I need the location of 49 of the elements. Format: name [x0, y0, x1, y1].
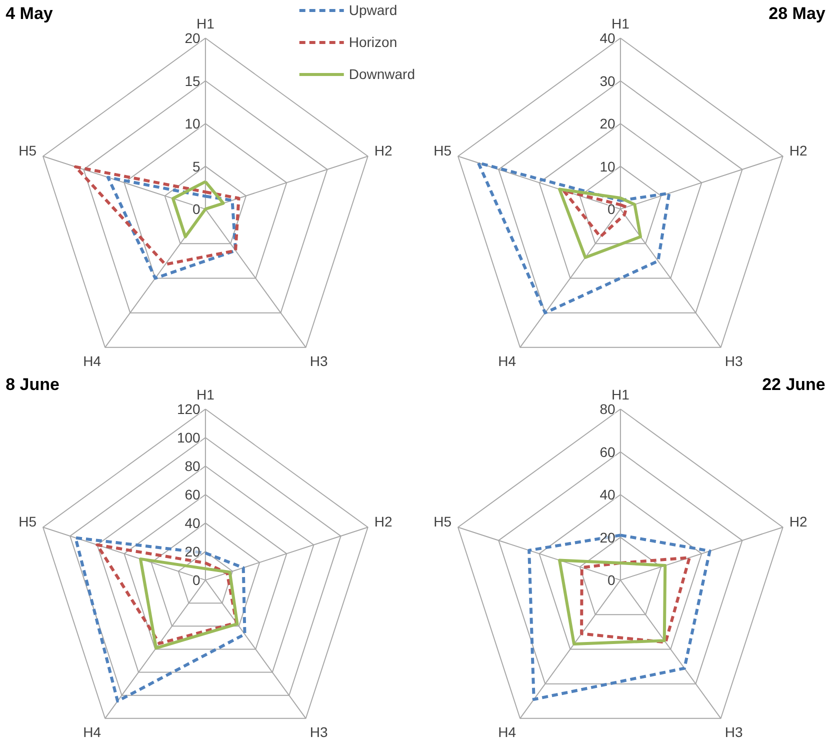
y-tick-label: 15 [184, 72, 201, 89]
spoke-label: H4 [498, 352, 516, 369]
y-tick-label: 0 [192, 572, 201, 588]
spoke-label: H2 [374, 514, 392, 530]
y-tick-label: 120 [176, 401, 201, 418]
y-tick-label: 80 [600, 401, 616, 418]
y-tick-label: 20 [600, 529, 616, 546]
spoke-label: H2 [789, 514, 808, 530]
legend-label: Downward [348, 66, 415, 82]
spoke-label: H4 [498, 724, 516, 740]
y-tick-label: 100 [176, 430, 201, 446]
chart-title: 8 June [6, 374, 60, 394]
spoke-label: H3 [310, 724, 328, 740]
y-tick-label: 0 [192, 201, 201, 218]
y-tick-label: 20 [184, 30, 201, 46]
spoke-label: H4 [83, 352, 102, 369]
spoke-label: H1 [196, 15, 215, 32]
spoke-label: H5 [18, 514, 37, 530]
spoke-label: H3 [724, 352, 743, 369]
y-tick-label: 40 [600, 486, 616, 503]
spoke-label: H3 [724, 724, 743, 740]
chart-title: 28 May [768, 4, 826, 23]
y-tick-label: 60 [184, 486, 201, 503]
spoke-label: H1 [611, 15, 630, 32]
spoke-label: H1 [611, 386, 630, 402]
y-tick-label: 20 [600, 116, 616, 132]
chart-title: 22 June [762, 374, 826, 394]
spoke-label: H5 [434, 142, 452, 159]
y-tick-label: 40 [600, 30, 616, 46]
y-tick-label: 10 [184, 116, 201, 132]
y-tick-label: 30 [600, 72, 616, 89]
legend-label: Upward [348, 2, 398, 18]
spoke-label: H1 [196, 386, 215, 402]
y-tick-label: 5 [192, 158, 201, 174]
y-tick-label: 80 [184, 458, 201, 474]
spoke-label: H2 [789, 142, 808, 159]
y-tick-label: 0 [608, 572, 616, 588]
spoke-label: H3 [310, 352, 328, 369]
spoke-label: H2 [374, 142, 392, 159]
y-tick-label: 40 [184, 515, 201, 532]
y-tick-label: 20 [184, 544, 201, 560]
spoke-label: H4 [83, 724, 102, 740]
chart-title: 4 May [6, 4, 54, 23]
spoke-label: H5 [18, 142, 37, 159]
legend-label: Horizon [348, 34, 398, 50]
y-tick-label: 0 [608, 201, 616, 218]
y-tick-label: 60 [600, 444, 616, 460]
y-tick-label: 10 [600, 158, 616, 174]
spoke-label: H5 [434, 514, 452, 530]
